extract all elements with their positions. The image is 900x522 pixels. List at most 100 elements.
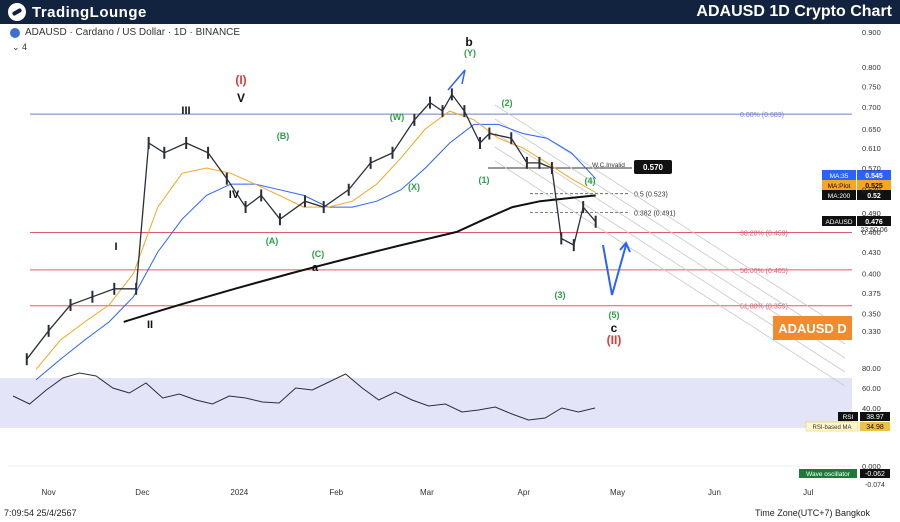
moving-average-line: [35, 123, 597, 381]
price-bar: [185, 137, 188, 150]
value-tag-name-box: [822, 190, 856, 200]
price-bar: [479, 137, 482, 150]
price-bar: [69, 298, 72, 311]
oscillator-name-box: [799, 469, 857, 478]
price-bar: [582, 201, 585, 214]
rsi-tick-label: 40.00: [862, 404, 881, 413]
value-tag-name-box: [822, 170, 856, 180]
invalidation-value-box: [634, 160, 672, 175]
rsi-band: [0, 378, 852, 428]
wave-label: b: [465, 35, 472, 49]
price-bar: [429, 96, 431, 109]
wave-label: (A): [266, 236, 279, 246]
price-bar: [441, 105, 444, 118]
wave-label: III: [181, 105, 190, 117]
price-tick-label: 0.430: [862, 248, 881, 257]
date-tick-label: Jun: [708, 488, 721, 497]
price-bar: [303, 195, 306, 208]
fib-level-label: 61.80% (0.359): [740, 304, 788, 311]
timezone-label[interactable]: Time Zone(UTC+7) Bangkok: [755, 508, 870, 518]
price-tick-label: 0.700: [862, 103, 881, 112]
value-tag-box: [857, 216, 891, 226]
date-tick-label: Feb: [329, 488, 343, 497]
date-tick-label: Dec: [135, 488, 149, 497]
channel-line: [494, 118, 846, 345]
channel-line: [494, 160, 846, 387]
fib-level-label: 50.00% (0.405): [740, 268, 788, 275]
cardano-icon: [10, 27, 20, 38]
brand-mark-icon: [8, 3, 26, 21]
date-tick-label: Jul: [803, 488, 813, 497]
value-tag: 0.525: [865, 183, 883, 190]
date-tick-label: 2024: [230, 488, 248, 497]
oscillator-secondary-value: -0.074: [865, 482, 885, 489]
rsi-tick-label: 80.00: [862, 364, 881, 373]
price-bar: [147, 137, 150, 150]
wave-label: (I): [235, 73, 246, 87]
oscillator-tick-label: 0.000: [862, 462, 881, 471]
chart-title: ADAUSD 1D Crypto Chart: [696, 3, 892, 20]
wave-b-marker: [447, 69, 466, 91]
price-bar: [322, 201, 325, 214]
price-bar: [550, 162, 553, 175]
wave-label: (Y): [464, 48, 476, 58]
price-bar: [25, 353, 28, 366]
value-tag: 0.476: [865, 219, 883, 226]
value-tag-box: [857, 170, 891, 180]
price-bar: [413, 113, 416, 126]
timestamp: 7:09:54 25/4/2567: [4, 508, 77, 518]
moving-average-line: [35, 110, 596, 370]
watermark-badge: ADAUSD D: [773, 316, 852, 340]
wave-label: (5): [609, 310, 620, 320]
price-bar: [560, 232, 563, 245]
symbol-info[interactable]: ADAUSD · Cardano / US Dollar · 1D · BINA…: [10, 27, 240, 38]
projection-arrow: [602, 244, 627, 296]
price-tick-label: 0.900: [862, 28, 881, 37]
wave-label: V: [237, 91, 245, 105]
invalidation-label: W.C.Invalid: [592, 162, 625, 169]
retracement-label: 0.5 (0.523): [634, 192, 668, 199]
price-bar: [347, 183, 350, 196]
date-tick-label: May: [610, 488, 625, 497]
countdown-label: 23:50:06: [860, 227, 887, 234]
wave-label: II: [147, 319, 153, 331]
moving-average-line: [123, 194, 596, 323]
brand-name: TradingLounge: [32, 3, 147, 21]
oscillator-value: -0.062: [865, 471, 885, 478]
rsi-name: RSI: [843, 414, 854, 421]
price-tick-label: 0.330: [862, 327, 881, 336]
price-bar: [488, 127, 491, 140]
rsi-value-box: [860, 412, 890, 421]
price-tick-label: 0.650: [862, 125, 881, 134]
wave-label: (3): [555, 290, 566, 300]
price-bar: [113, 282, 116, 295]
rsi-line: [12, 372, 596, 421]
price-line: [26, 93, 597, 360]
chart-canvas[interactable]: 0.00% (0.683) 38.20% (0.459) 50.00% (0.405…: [0, 24, 900, 502]
retracement-label: 0.382 (0.491): [634, 210, 676, 217]
value-tag: 0.545: [865, 173, 883, 180]
top-level-label: 0.00% (0.683): [740, 112, 784, 119]
price-bar: [391, 146, 394, 159]
price-bar: [525, 156, 528, 169]
value-tag-name-box: [822, 216, 856, 226]
oscillator-name: Wave oscillator: [806, 471, 851, 478]
price-bar: [463, 105, 466, 118]
wave-label: (II): [607, 333, 622, 347]
wave-label: (2): [502, 98, 513, 108]
rsi-tick-label: 60.00: [862, 384, 881, 393]
date-tick-label: Nov: [42, 488, 56, 497]
wave-label: (C): [312, 249, 325, 259]
indicator-toggle[interactable]: ⌄ 4: [12, 42, 28, 52]
wave-label: (W): [390, 112, 405, 122]
value-tag: 0.52: [867, 193, 881, 200]
rsi-ma-value-box: [860, 422, 890, 431]
fib-level-label: 38.20% (0.459): [740, 231, 788, 238]
price-bar: [510, 132, 513, 145]
price-tick-label: 0.350: [862, 309, 881, 318]
price-bar: [260, 189, 263, 202]
wave-label: I: [114, 241, 117, 253]
value-tag-box: [857, 180, 891, 190]
rsi-name-box: [838, 412, 858, 421]
price-tick-label: 0.570: [862, 164, 881, 173]
